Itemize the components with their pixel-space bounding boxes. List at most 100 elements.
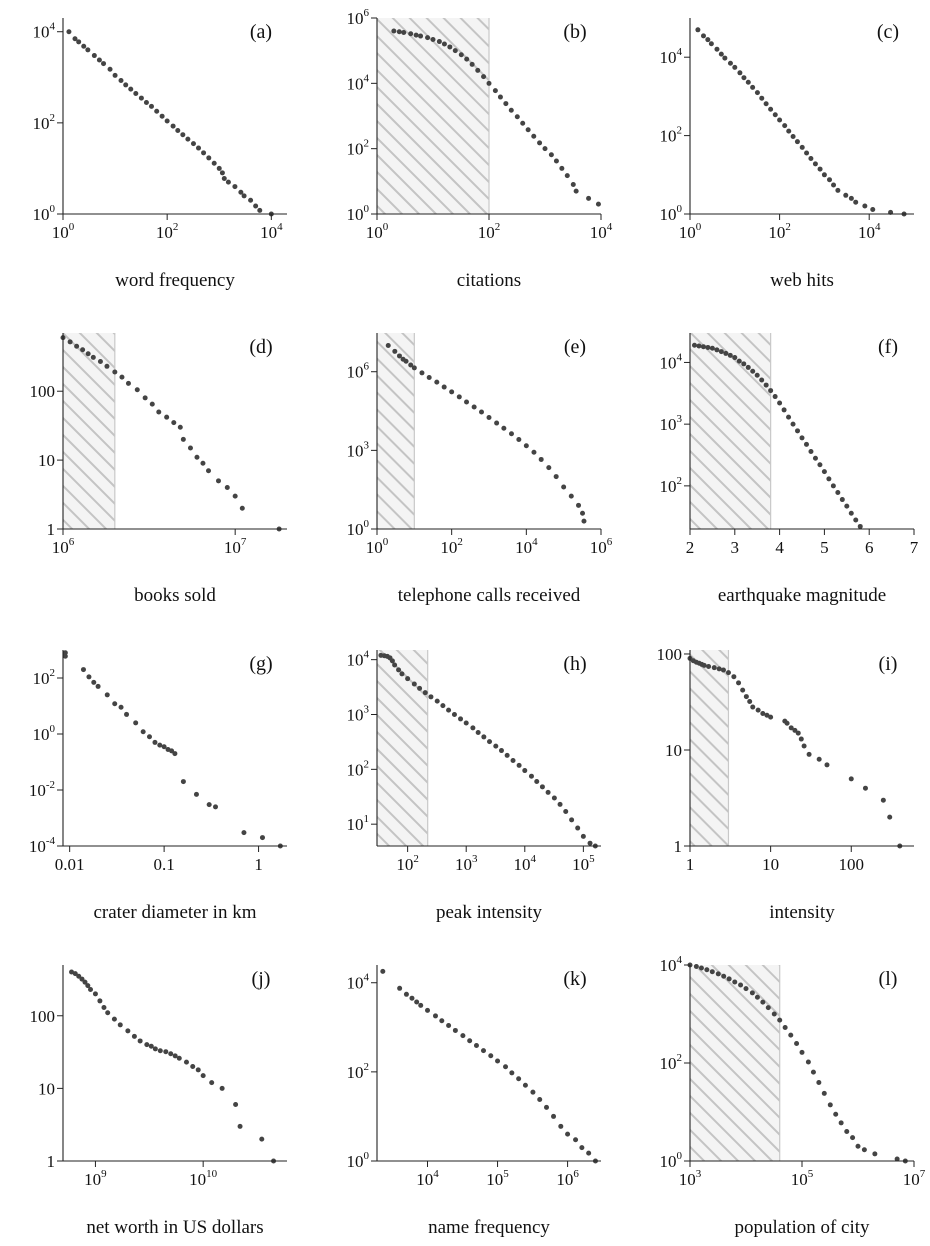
data-point-d-24 [224,485,230,491]
data-point-d-15 [164,414,170,420]
data-point-f-7 [723,350,729,356]
data-point-f-20 [781,407,787,413]
data-point-f-15 [759,377,765,383]
y-tick-label-i-1: 10 [665,741,682,760]
data-point-a-34 [238,189,244,195]
data-point-l-22 [810,1069,816,1075]
data-point-h-17 [458,716,464,722]
panel-g: 0.01 0.1 1 10-4 10-2 100 102 (g) crater diameter… [29,650,287,923]
panel-label-g: (g) [249,653,272,675]
data-point-i-15 [747,698,753,704]
data-point-l-7 [726,976,732,982]
data-point-a-31 [221,176,227,182]
data-point-h-4 [389,658,395,664]
data-point-g-4 [91,679,97,685]
data-point-e-19 [508,431,514,437]
data-point-c-15 [763,101,769,107]
data-point-j-19 [157,1048,163,1054]
y-tick-label-b-2: 104 [347,72,370,93]
data-point-c-29 [827,177,833,183]
data-point-i-33 [880,797,886,803]
data-point-a-14 [138,95,144,101]
data-point-e-16 [486,414,492,420]
data-point-f-24 [799,435,805,441]
data-point-d-8 [112,369,118,375]
panel-i: 1 10 100 1 10 100 (i) intensity [657,645,914,923]
data-point-h-30 [534,779,540,785]
x-tick-label-h-3: 105 [572,853,595,874]
panel-label-c: (c) [877,21,899,43]
data-point-k-14 [480,1048,486,1054]
data-point-j-5 [85,983,91,989]
data-point-b-29 [553,158,559,164]
data-point-g-0 [62,650,68,656]
data-point-c-26 [812,161,818,167]
data-point-j-13 [125,1028,131,1034]
data-point-f-1 [696,343,702,349]
data-point-a-23 [185,136,191,142]
data-point-b-8 [436,39,442,45]
data-point-e-9 [434,379,440,385]
x-tick-label-e-3: 106 [590,536,613,557]
data-point-g-10 [133,720,139,726]
data-point-c-34 [853,199,859,205]
data-point-j-2 [76,973,82,979]
panel-a: 100 102 104 100 102 104 (a) word frequency [33,18,287,291]
data-point-k-6 [425,1007,431,1013]
data-point-g-2 [80,667,86,673]
data-point-h-32 [545,789,551,795]
x-tick-label-j-1: 1010 [189,1168,218,1189]
panel-label-h: (h) [563,653,586,675]
panel-b: 100 102 104 100 102 104 106 (b) citations [347,7,613,291]
x-axis-label-j: net worth in US dollars [86,1217,263,1238]
data-point-f-25 [803,441,809,447]
data-point-d-13 [149,401,155,407]
data-point-g-17 [169,748,175,754]
data-point-f-31 [830,483,836,489]
x-axis-label-k: name frequency [428,1217,550,1238]
data-point-h-37 [575,825,581,831]
data-point-j-10 [105,1010,111,1016]
data-point-c-2 [705,37,711,43]
data-point-h-26 [510,757,516,763]
data-point-c-9 [737,70,743,76]
data-point-l-20 [799,1049,805,1055]
data-point-l-5 [715,971,721,977]
data-point-b-35 [595,201,601,207]
y-tick-label-b-1: 102 [347,138,370,159]
data-point-c-32 [843,192,849,198]
data-point-c-19 [782,123,788,129]
y-tick-label-b-0: 100 [347,203,370,224]
data-point-f-16 [763,382,769,388]
data-point-a-0 [66,29,72,35]
data-point-l-19 [794,1041,800,1047]
data-point-l-25 [827,1102,833,1108]
data-point-f-19 [777,400,783,406]
x-axis-label-c: web hits [770,270,834,291]
data-point-j-16 [144,1042,150,1048]
y-tick-label-k-2: 104 [347,972,370,993]
y-tick-label-j-2: 100 [30,1007,56,1026]
data-point-d-14 [156,409,162,415]
data-point-b-13 [464,56,470,62]
data-point-i-34 [887,814,893,820]
data-point-c-4 [714,46,720,52]
x-tick-label-f-3: 5 [820,538,829,557]
data-point-h-39 [587,840,593,846]
data-point-b-15 [475,67,481,73]
data-point-h-8 [405,676,411,682]
data-point-j-32 [259,1136,265,1142]
data-point-h-13 [434,698,440,704]
data-point-i-11 [731,674,737,680]
data-point-g-19 [180,779,186,785]
data-point-j-30 [233,1101,239,1107]
data-point-f-4 [709,345,715,351]
data-point-c-10 [741,75,747,81]
data-point-a-37 [253,203,259,209]
data-point-k-7 [432,1013,438,1019]
data-point-b-26 [537,140,543,146]
x-tick-label-l-2: 107 [903,1168,926,1189]
data-point-h-16 [451,711,457,717]
data-point-k-21 [530,1089,536,1095]
data-point-b-3 [408,31,414,37]
